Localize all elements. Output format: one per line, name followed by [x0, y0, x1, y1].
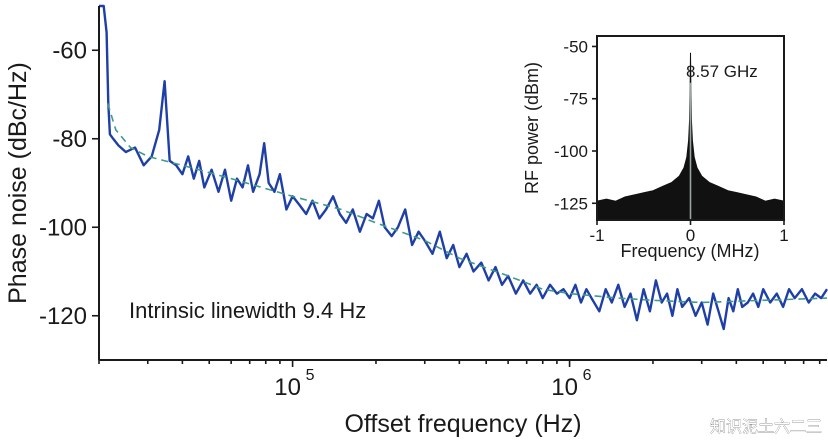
- inset-x-tick-label: -1: [589, 226, 604, 245]
- inset-data-layer: [596, 52, 785, 221]
- main-y-tick-label: -120: [39, 303, 87, 330]
- watermark-text: 知识泥土六二三: [710, 418, 822, 436]
- inset-x-tick-label: 1: [779, 226, 788, 245]
- main-x-tick-exponent: 6: [583, 367, 592, 384]
- main-x-tick-label: 10: [551, 374, 578, 401]
- inset-y-tick-label: -100: [554, 142, 588, 161]
- main-y-tick-label: -80: [52, 126, 87, 153]
- main-x-tick-exponent: 5: [306, 367, 315, 384]
- main-y-axis-title: Phase noise (dBc/Hz): [4, 62, 32, 304]
- main-y-tick-label: -60: [52, 37, 87, 64]
- inset-peak-annotation: 8.57 GHz: [686, 62, 758, 81]
- inset-y-tick-label: -125: [554, 194, 588, 213]
- inset-plot: -50 -75 -100 -125-1 0 1 8.57 GHz: [554, 35, 789, 245]
- inset-y-tick-label: -50: [563, 37, 588, 56]
- main-data-layer: [99, 4, 828, 331]
- main-y-tick-label: -100: [39, 214, 87, 241]
- inset-y-tick-label: -75: [563, 90, 588, 109]
- inset-y-axis-title: RF power (dBm): [522, 62, 542, 194]
- main-x-tick-label: 10: [274, 374, 301, 401]
- inset-ticks: -50 -75 -100 -125-1 0 1: [554, 37, 789, 245]
- inset-x-axis-title: Frequency (MHz): [620, 241, 759, 261]
- inset-x-tick-label: 0: [686, 226, 695, 245]
- main-x-axis-title: Offset frequency (Hz): [344, 410, 581, 438]
- linewidth-annotation: Intrinsic linewidth 9.4 Hz: [129, 298, 366, 323]
